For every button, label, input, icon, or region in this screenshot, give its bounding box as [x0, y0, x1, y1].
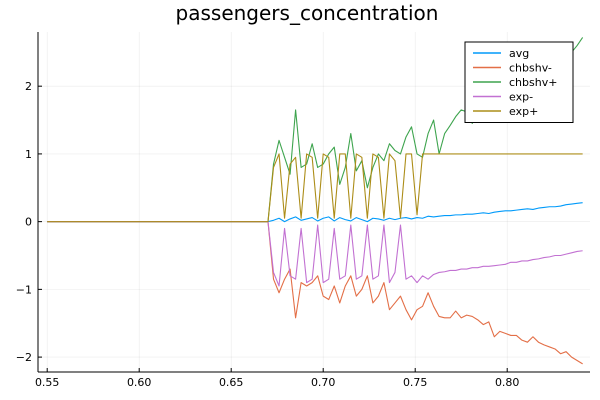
series-line-exp- — [47, 221, 583, 287]
x-tick-label: 0.55 — [35, 376, 60, 389]
x-tick-label: 0.80 — [495, 376, 520, 389]
chart-title: passengers_concentration — [176, 1, 439, 25]
x-tick-label: 0.75 — [403, 376, 428, 389]
tick-labels: 0.55 0.60 0.65 0.70 0.75 0.80 −2 −1 0 1 2 — [16, 80, 520, 389]
series-line-avg — [47, 202, 583, 223]
axes — [37, 32, 590, 373]
y-tick-label: 0 — [25, 216, 32, 229]
series-line-chbshv- — [47, 221, 583, 365]
legend-label: chbshv- — [509, 62, 552, 75]
legend-label: exp+ — [509, 105, 538, 118]
x-tick-label: 0.70 — [311, 376, 336, 389]
y-tick-label: 2 — [25, 80, 32, 93]
y-tick-label: −1 — [16, 283, 32, 296]
legend: avg chbshv-chbshv+ exp-exp+ — [464, 41, 574, 123]
legend-label: exp- — [509, 91, 533, 104]
x-tick-label: 0.65 — [219, 376, 244, 389]
y-tick-label: −2 — [16, 351, 32, 364]
x-tick-label: 0.60 — [127, 376, 152, 389]
legend-label: chbshv+ — [509, 76, 557, 89]
legend-label: avg — [509, 47, 529, 60]
series-line-exp- — [47, 153, 583, 223]
y-tick-label: 1 — [25, 148, 32, 161]
